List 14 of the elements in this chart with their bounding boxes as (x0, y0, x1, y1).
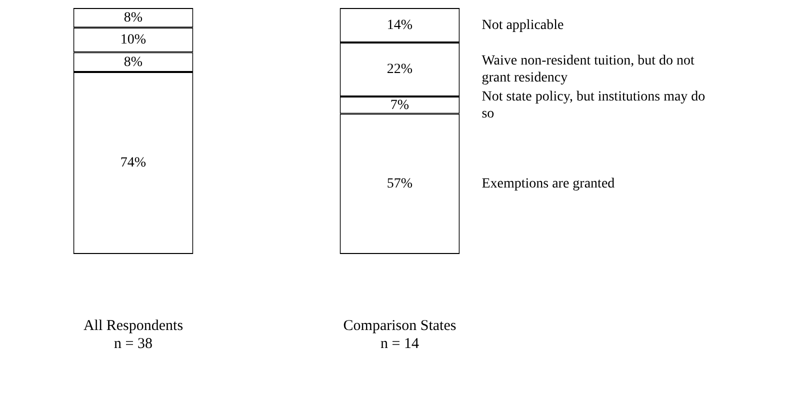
data-label: 7% (390, 98, 410, 113)
x-tick-label: All Respondents n = 38 (83, 318, 184, 352)
data-label: 22% (386, 62, 413, 78)
data-label: 57% (386, 176, 413, 192)
series-label: Not state policy, but institutions may do so (482, 89, 706, 122)
series-label: Not applicable (482, 18, 564, 33)
series-label: Exemptions are granted (482, 176, 615, 192)
data-label: 8% (124, 54, 143, 70)
data-label: 14% (386, 18, 413, 33)
data-label: 8% (124, 10, 143, 26)
data-label: 10% (120, 32, 146, 48)
x-tick-label: Comparison States n = 14 (343, 318, 456, 352)
data-label: 74% (120, 156, 146, 171)
series-label: Waive non-resident tuition, but do not grant residency (482, 54, 695, 86)
